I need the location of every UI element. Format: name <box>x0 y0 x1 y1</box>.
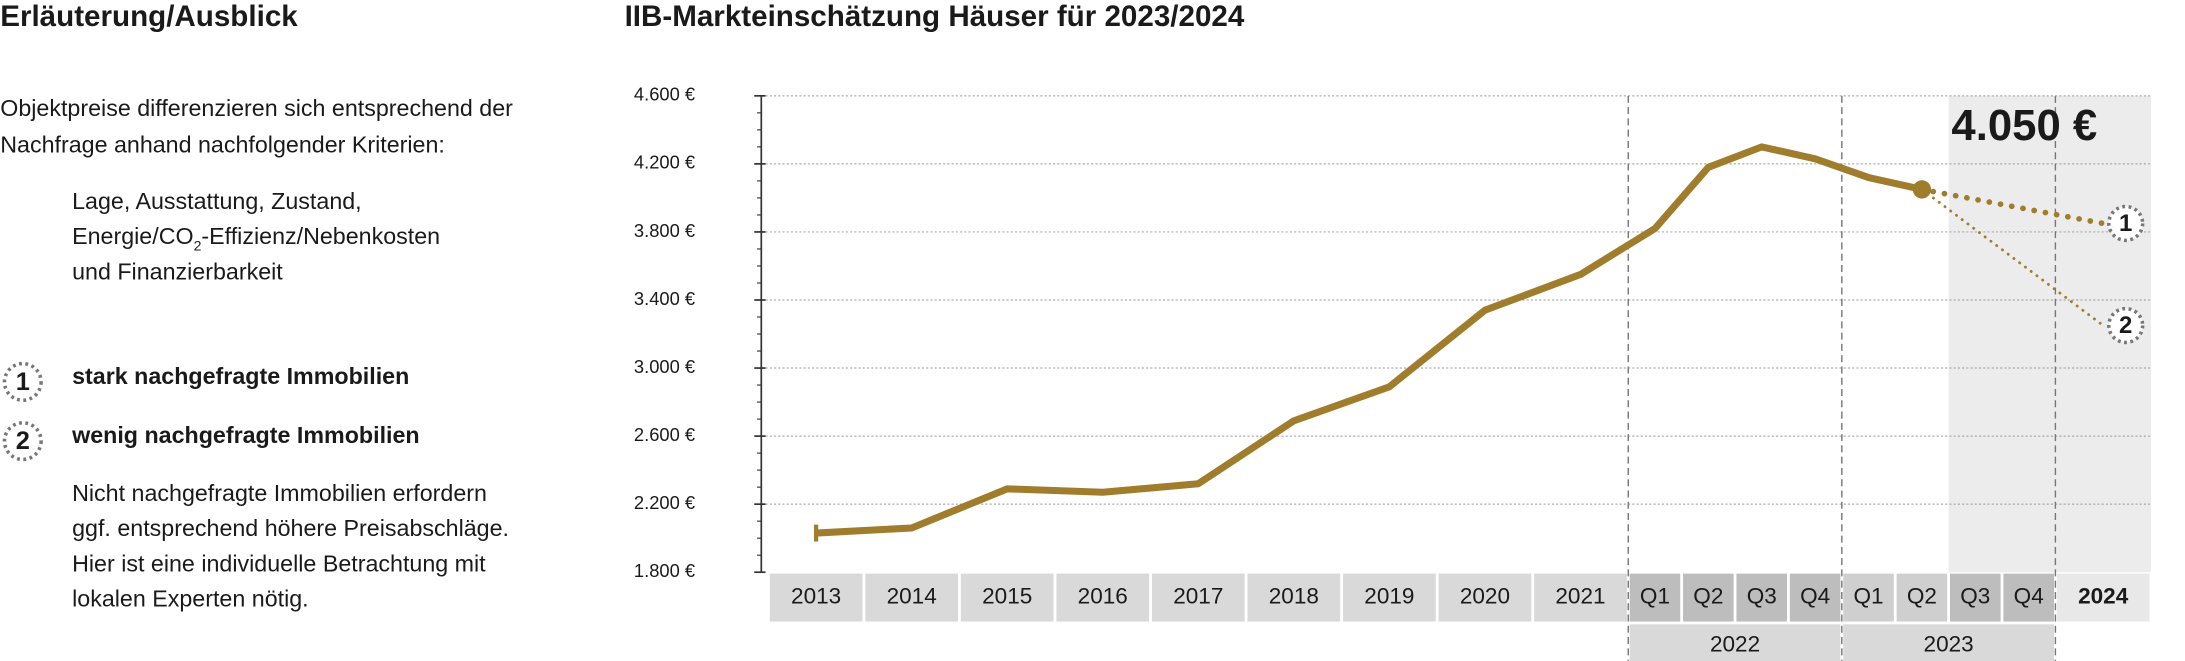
group-label: 2023 <box>1924 631 1974 656</box>
category-cell <box>1843 573 1894 622</box>
category-cell <box>2056 573 2150 622</box>
legend-label: wenig nachgefragte Immobilien <box>71 422 420 448</box>
chart-title: IIB-Markteinschätzung Häuser für 2023/20… <box>625 0 1245 33</box>
y-tick-label: 3.000 € <box>634 356 695 377</box>
category-cell <box>1343 573 1436 622</box>
current-point <box>1912 180 1932 199</box>
y-tick-label: 4.200 € <box>634 152 695 173</box>
x-tick-label: 2014 <box>887 584 937 609</box>
category-cell <box>1534 573 1627 622</box>
category-cell <box>960 573 1054 622</box>
x-tick-label: 2018 <box>1269 584 1319 609</box>
note: Hier ist eine individuelle Betrachtung m… <box>72 550 486 576</box>
y-tick-label: 3.800 € <box>634 220 695 241</box>
scenario-label: 2 <box>2119 312 2132 339</box>
group-label: 2022 <box>1710 631 1760 656</box>
scenario-badge <box>2107 306 2145 345</box>
left-title: Erläuterung/Ausblick <box>0 0 298 33</box>
note: Nicht nachgefragte Immobilien erfordern <box>72 480 487 506</box>
category-cell <box>1151 573 1245 622</box>
criteria: Energie/CO2-Effizienz/Nebenkosten <box>72 223 440 253</box>
x-tick-label: Q4 <box>2014 584 2044 609</box>
x-tick-label: Q2 <box>1907 584 1937 609</box>
legend-label: stark nachgefragte Immobilien <box>72 363 409 389</box>
y-tick-label: 3.400 € <box>634 288 695 309</box>
criteria: -Effizienz/Nebenkosten <box>201 223 440 249</box>
intro: Objektpreise differenzieren sich entspre… <box>0 95 513 121</box>
x-tick-label: 2016 <box>1078 584 1128 609</box>
x-tick-label: Q3 <box>1747 584 1777 609</box>
x-tick-label: 2015 <box>982 584 1032 609</box>
group-cell <box>1843 624 2054 661</box>
note: ggf. entsprechend höhere Preisabschläge. <box>72 515 509 541</box>
scenario-badge <box>2107 204 2145 243</box>
category-cell <box>1629 573 1681 622</box>
category-cell <box>1789 573 1841 622</box>
intro: Nachfrage anhand nachfolgender Kriterien… <box>0 132 445 158</box>
legend-badge <box>2 421 43 462</box>
criteria: Energie/CO <box>72 223 193 249</box>
criteria: Lage, Ausstattung, Zustand, <box>72 188 362 214</box>
y-tick-label: 2.600 € <box>634 424 695 445</box>
y-tick-label: 1.800 € <box>634 560 695 581</box>
line <box>815 143 1923 537</box>
x-tick-label: 2019 <box>1364 584 1414 609</box>
subscript: 2 <box>194 237 202 253</box>
category-cell <box>1896 573 1948 622</box>
category-cell <box>1950 573 2001 622</box>
note: lokalen Experten nötig. <box>72 586 309 612</box>
x-tick-label: Q2 <box>1693 584 1723 609</box>
scenario-line <box>1919 186 2106 227</box>
y-tick-label: 4.600 € <box>634 84 695 105</box>
x-tick-label: Q1 <box>1853 584 1883 609</box>
group-cell <box>1629 624 1841 661</box>
x-tick-label: Q4 <box>1800 584 1830 609</box>
criteria: und Finanzierbarkeit <box>72 259 283 285</box>
category-cell <box>2003 573 2054 622</box>
category-cell <box>769 573 863 622</box>
category-cell <box>1683 573 1734 622</box>
category-cell <box>865 573 959 622</box>
legend-badge <box>2 361 43 403</box>
scenario-label: 1 <box>2119 210 2132 237</box>
legend-number: 2 <box>16 427 30 455</box>
x-tick-label: 2021 <box>1555 584 1605 609</box>
category-cell <box>1736 573 1788 622</box>
y-tick-label: 2.200 € <box>634 492 695 513</box>
x-tick-label: 2013 <box>791 584 841 609</box>
x-tick-label: 2024 <box>2078 584 2129 609</box>
annotation: 4.050 € <box>1951 101 2097 150</box>
legend-number: 1 <box>16 368 30 396</box>
x-tick-label: Q1 <box>1640 584 1670 609</box>
x-tick-label: 2017 <box>1173 584 1223 609</box>
x-tick-label: 2020 <box>1460 584 1510 609</box>
category-cell <box>1438 573 1532 622</box>
category-cell <box>1247 573 1341 622</box>
category-cell <box>1056 573 1150 622</box>
x-tick-label: Q3 <box>1960 584 1990 609</box>
